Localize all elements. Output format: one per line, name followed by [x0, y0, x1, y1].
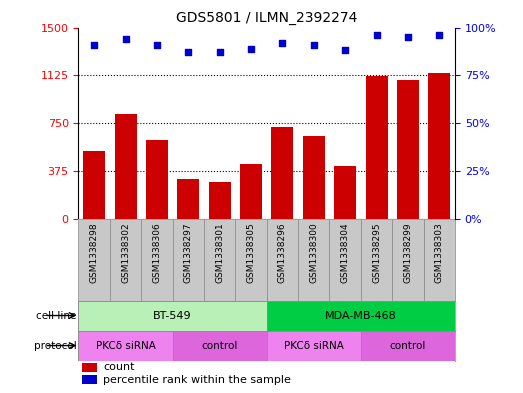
Text: cell line: cell line	[36, 310, 76, 321]
Text: GSM1338295: GSM1338295	[372, 223, 381, 283]
Point	[435, 32, 444, 38]
Point	[404, 34, 412, 40]
Bar	[303, 136, 325, 219]
Text: percentile rank within the sample: percentile rank within the sample	[103, 375, 291, 385]
Bar	[271, 127, 293, 219]
Bar	[366, 76, 388, 219]
Text: GSM1338298: GSM1338298	[89, 223, 99, 283]
Bar	[173, 219, 204, 301]
Text: BT-549: BT-549	[153, 310, 192, 321]
Text: count: count	[103, 362, 134, 373]
Text: GSM1338296: GSM1338296	[278, 223, 287, 283]
Point	[90, 42, 98, 48]
Bar	[146, 140, 168, 219]
Bar	[428, 73, 450, 219]
Bar	[82, 363, 97, 372]
Bar	[240, 164, 262, 219]
Bar	[361, 331, 455, 360]
Bar	[392, 219, 424, 301]
Bar	[267, 301, 455, 331]
Text: PKCδ siRNA: PKCδ siRNA	[284, 341, 344, 351]
Bar	[329, 219, 361, 301]
Text: GSM1338305: GSM1338305	[246, 223, 256, 283]
Bar	[424, 219, 455, 301]
Text: GSM1338306: GSM1338306	[152, 223, 162, 283]
Bar	[204, 219, 235, 301]
Bar	[83, 151, 105, 219]
Bar	[298, 219, 329, 301]
Title: GDS5801 / ILMN_2392274: GDS5801 / ILMN_2392274	[176, 11, 357, 25]
Bar	[361, 219, 392, 301]
Point	[215, 49, 224, 55]
Bar	[173, 331, 267, 360]
Point	[121, 36, 130, 42]
Bar	[177, 179, 199, 219]
Bar	[78, 301, 267, 331]
Bar	[235, 219, 267, 301]
Text: PKCδ siRNA: PKCδ siRNA	[96, 341, 155, 351]
Text: control: control	[390, 341, 426, 351]
Point	[341, 47, 349, 53]
Bar	[78, 331, 173, 360]
Text: GSM1338303: GSM1338303	[435, 223, 444, 283]
Point	[184, 49, 192, 55]
Bar	[397, 80, 419, 219]
Text: GSM1338300: GSM1338300	[309, 223, 319, 283]
Bar	[267, 331, 361, 360]
Bar	[115, 114, 137, 219]
Point	[153, 42, 161, 48]
Point	[278, 40, 287, 46]
Text: GSM1338299: GSM1338299	[403, 223, 413, 283]
Point	[310, 42, 318, 48]
Bar	[110, 219, 141, 301]
Text: GSM1338301: GSM1338301	[215, 223, 224, 283]
Bar	[267, 219, 298, 301]
Text: GSM1338304: GSM1338304	[340, 223, 350, 283]
Point	[247, 45, 255, 51]
Text: protocol: protocol	[34, 341, 76, 351]
Bar	[334, 166, 356, 219]
Text: MDA-MB-468: MDA-MB-468	[325, 310, 397, 321]
Bar	[209, 182, 231, 219]
Point	[372, 32, 381, 38]
Text: control: control	[201, 341, 238, 351]
Text: GSM1338297: GSM1338297	[184, 223, 193, 283]
Bar	[141, 219, 173, 301]
Bar	[82, 375, 97, 384]
Text: GSM1338302: GSM1338302	[121, 223, 130, 283]
Bar	[78, 219, 110, 301]
